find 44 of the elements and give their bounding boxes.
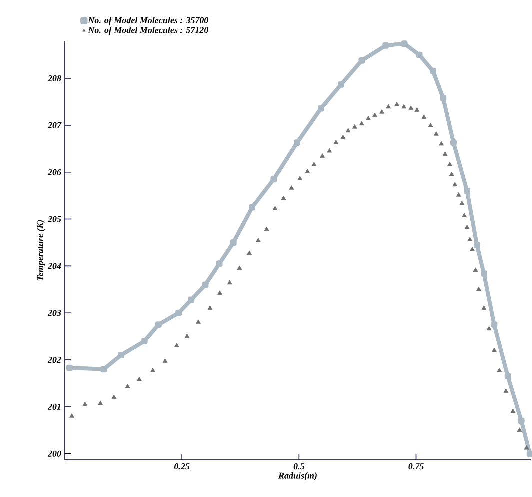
point bbox=[188, 296, 195, 304]
point bbox=[249, 204, 256, 211]
point bbox=[338, 81, 345, 88]
point bbox=[270, 176, 278, 183]
point bbox=[430, 68, 436, 74]
x-tick-label: 0.25 bbox=[174, 464, 190, 470]
point bbox=[401, 40, 408, 48]
point bbox=[450, 140, 457, 146]
y-tick-label: 206 bbox=[48, 169, 62, 176]
y-tick-label: 208 bbox=[48, 75, 62, 82]
y-tick-label: 203 bbox=[48, 310, 62, 316]
y-tick-label: 204 bbox=[48, 263, 62, 270]
point bbox=[141, 338, 148, 344]
point bbox=[318, 105, 324, 112]
point bbox=[230, 240, 237, 246]
legend-label: No. of Model Molecules : 35700 bbox=[88, 17, 209, 26]
point bbox=[100, 366, 108, 373]
point bbox=[464, 188, 471, 194]
point bbox=[66, 364, 73, 372]
point bbox=[518, 418, 525, 424]
point bbox=[504, 373, 512, 380]
point bbox=[155, 322, 162, 328]
x-axis-title: Raduis(m) bbox=[278, 472, 317, 481]
y-tick-label: 201 bbox=[48, 404, 61, 410]
point bbox=[474, 242, 480, 248]
point bbox=[491, 322, 498, 328]
point bbox=[416, 52, 423, 58]
y-tick-label: 205 bbox=[48, 216, 62, 222]
point bbox=[216, 260, 223, 268]
point bbox=[358, 57, 366, 64]
legend-label: No. of Model Molecules : 57120 bbox=[88, 26, 209, 36]
x-tick-label: 0.75 bbox=[408, 464, 424, 470]
point bbox=[440, 95, 447, 102]
point bbox=[480, 270, 488, 277]
y-tick-label: 207 bbox=[48, 122, 62, 128]
y-tick-label: 200 bbox=[48, 450, 62, 457]
point bbox=[382, 42, 390, 49]
point bbox=[294, 140, 300, 146]
point bbox=[176, 310, 182, 316]
y-axis-title: Temperature (K) bbox=[36, 220, 46, 281]
x-tick-label: 0.5 bbox=[294, 464, 305, 470]
y-tick-label: 202 bbox=[48, 357, 62, 364]
point bbox=[118, 352, 124, 359]
point bbox=[202, 282, 209, 288]
